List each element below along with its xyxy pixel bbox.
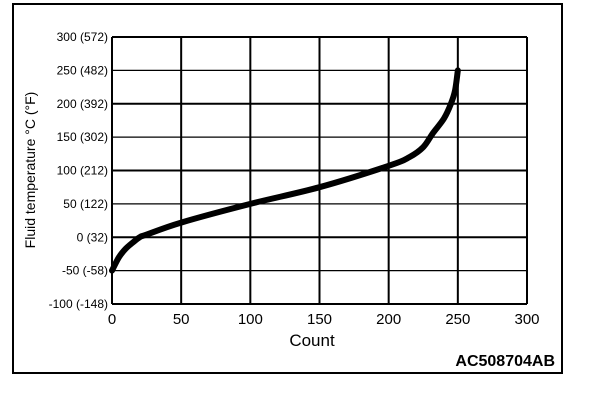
y-tick-label: -100 (-148) (49, 297, 108, 311)
grid (111, 36, 528, 305)
y-tick-label: 0 (32) (77, 230, 108, 244)
y-tick-label: 300 (572) (57, 30, 108, 44)
y-axis-label: Fluid temperature °C (°F) (22, 92, 38, 249)
x-tick-label: 150 (307, 311, 332, 328)
figure-id: AC508704AB (455, 353, 555, 370)
y-tick-label: 150 (302) (57, 130, 108, 144)
x-axis-label: Count (289, 331, 335, 350)
data-line (109, 67, 461, 274)
y-tick-label: 250 (482) (57, 63, 108, 77)
figure-border (12, 3, 563, 374)
x-tick-label: 250 (445, 311, 470, 328)
x-tick-label: 0 (108, 311, 116, 328)
y-tick-label: -50 (-58) (62, 264, 108, 278)
y-tick-label: 100 (212) (57, 164, 108, 178)
x-tick-labels: 0 50 100 150 200 250 300 (108, 311, 540, 328)
x-tick-label: 300 (514, 311, 539, 328)
y-tick-labels: 300 (572) 250 (482) 200 (392) 150 (302) 100 … (49, 30, 108, 311)
y-tick-label: 50 (122) (63, 197, 108, 211)
x-tick-label: 50 (173, 311, 190, 328)
y-tick-label: 200 (392) (57, 97, 108, 111)
x-tick-label: 200 (376, 311, 401, 328)
x-tick-label: 100 (238, 311, 263, 328)
